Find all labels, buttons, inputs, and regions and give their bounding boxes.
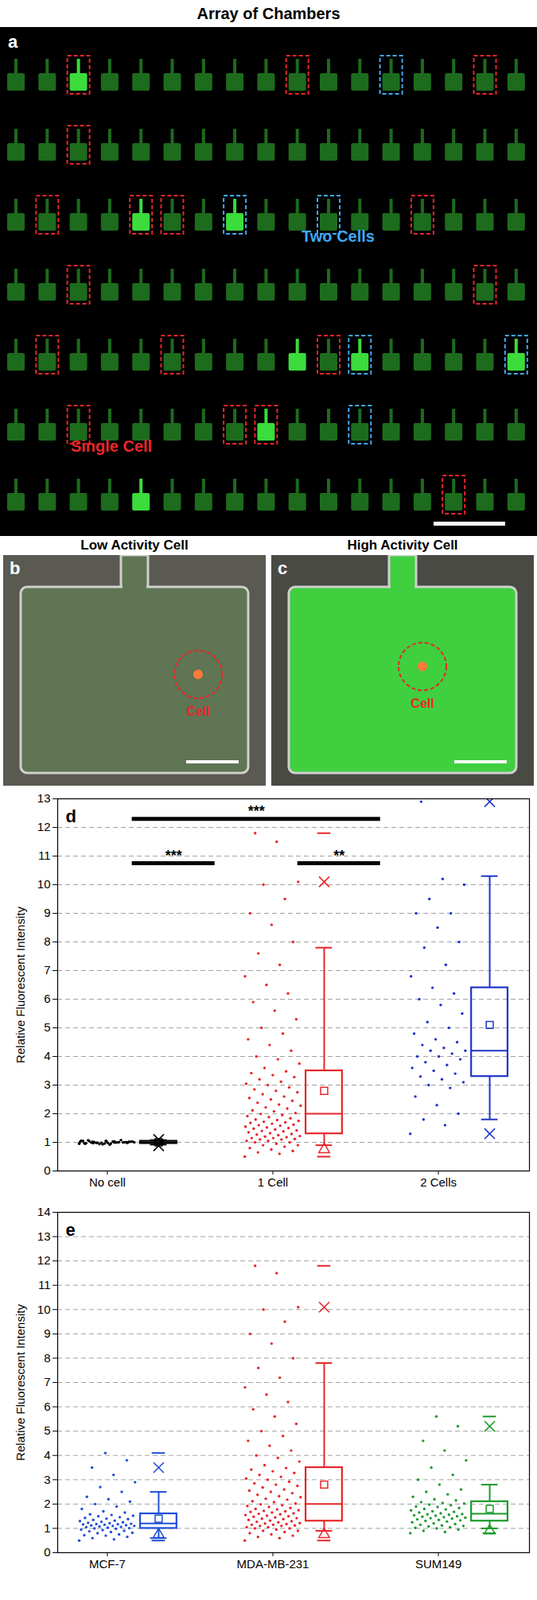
svg-text:4: 4 (43, 1448, 51, 1463)
svg-text:8: 8 (43, 934, 51, 949)
svg-text:13: 13 (37, 1229, 51, 1244)
svg-text:11: 11 (38, 1278, 51, 1292)
svg-text:3: 3 (43, 1077, 51, 1092)
svg-text:Two Cells: Two Cells (301, 227, 375, 246)
svg-text:Relative Fluorescent Intensity: Relative Fluorescent Intensity (13, 1304, 28, 1462)
svg-text:1: 1 (43, 1135, 51, 1149)
svg-text:6: 6 (43, 992, 51, 1006)
svg-text:12: 12 (37, 820, 51, 834)
svg-text:10: 10 (37, 1303, 51, 1317)
svg-text:d: d (66, 806, 77, 827)
svg-text:2: 2 (43, 1106, 51, 1121)
svg-text:SUM149: SUM149 (415, 1557, 462, 1572)
svg-text:MCF-7: MCF-7 (89, 1557, 126, 1572)
svg-text:a: a (7, 31, 19, 52)
svg-text:Relative Fluorescent Intensity: Relative Fluorescent Intensity (13, 906, 28, 1064)
svg-text:1: 1 (43, 1521, 51, 1536)
svg-text:12: 12 (37, 1253, 51, 1268)
svg-text:Cell: Cell (410, 696, 434, 711)
svg-text:Single Cell: Single Cell (70, 437, 152, 456)
html-text:Low Activity Cell: Low Activity Cell (80, 537, 189, 553)
html-text:Array of Chambers: Array of Chambers (196, 4, 341, 23)
svg-text:8: 8 (43, 1351, 51, 1366)
svg-text:***: *** (248, 803, 265, 820)
svg-text:13: 13 (37, 791, 51, 806)
svg-text:9: 9 (43, 906, 51, 920)
svg-text:***: *** (165, 848, 183, 864)
svg-text:2: 2 (43, 1497, 51, 1511)
svg-text:5: 5 (43, 1020, 51, 1035)
svg-text:4: 4 (43, 1049, 51, 1063)
html-text:High Activity Cell: High Activity Cell (347, 537, 458, 553)
svg-text:Cell: Cell (186, 704, 210, 719)
svg-text:**: ** (333, 848, 345, 864)
svg-text:7: 7 (43, 1375, 51, 1390)
svg-text:9: 9 (43, 1326, 51, 1341)
svg-text:14: 14 (37, 1205, 51, 1219)
svg-text:3: 3 (43, 1473, 51, 1487)
svg-text:1 Cell: 1 Cell (257, 1175, 288, 1190)
svg-text:0: 0 (43, 1163, 51, 1178)
svg-text:6: 6 (43, 1400, 51, 1414)
svg-text:10: 10 (37, 877, 51, 892)
svg-text:e: e (66, 1220, 76, 1241)
svg-text:2 Cells: 2 Cells (420, 1175, 457, 1190)
svg-text:0: 0 (43, 1545, 51, 1560)
svg-text:11: 11 (38, 848, 51, 863)
svg-text:7: 7 (43, 963, 51, 977)
svg-text:5: 5 (43, 1424, 51, 1438)
svg-text:No cell: No cell (89, 1175, 126, 1190)
svg-text:MDA-MB-231: MDA-MB-231 (237, 1557, 310, 1572)
svg-text:c: c (277, 558, 288, 579)
svg-text:b: b (9, 558, 20, 579)
